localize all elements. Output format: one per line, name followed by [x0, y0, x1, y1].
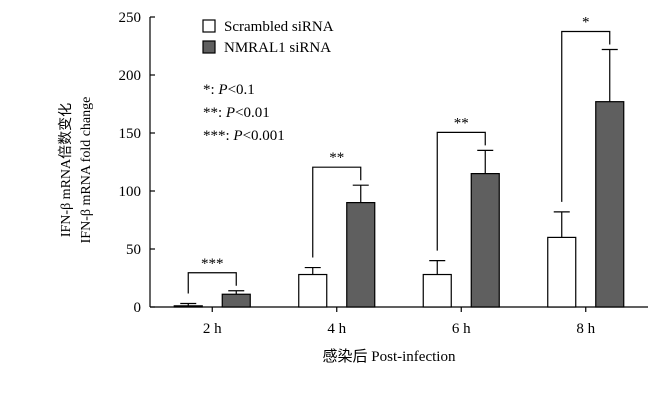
- bar-nmral1: [595, 101, 625, 308]
- legend: Scrambled siRNA NMRAL1 siRNA *: P<0.1 **: P…: [202, 19, 334, 144]
- legend-swatch: [202, 40, 216, 54]
- significance-stars: *: [582, 14, 590, 30]
- x-tick-label: 8 h: [576, 321, 595, 337]
- x-axis-label: 感染后 Post-infection: [323, 348, 456, 365]
- significance-legend-item: *: P<0.1: [203, 82, 255, 98]
- bars: [173, 48, 625, 308]
- legend-swatch: [202, 19, 216, 33]
- bar-nmral1: [221, 293, 251, 308]
- bar-scrambled: [547, 236, 577, 308]
- significance-legend-item: **: P<0.01: [203, 105, 270, 121]
- y-tick-label: 250: [119, 10, 142, 26]
- significance-stars: **: [329, 150, 344, 166]
- bar-scrambled: [298, 273, 328, 308]
- significance-bracket: [436, 131, 486, 251]
- y-tick-label: 100: [119, 184, 142, 200]
- significance-bracket: [312, 166, 362, 258]
- y-axis-label: IFN-β mRNA倍数变化: [58, 103, 74, 237]
- bar-nmral1: [470, 173, 500, 308]
- axes: 0 50 100 150 200 250 IFN-β mRNA倍数变化 IFN-β mRNA …: [58, 10, 648, 365]
- x-tick-label: 6 h: [452, 321, 471, 337]
- y-tick-label: 50: [126, 242, 141, 258]
- significance-bracket: [187, 272, 237, 294]
- x-tick-label: 2 h: [203, 321, 222, 337]
- y-tick-label: 0: [134, 300, 142, 316]
- bar-scrambled: [422, 273, 452, 308]
- bar-nmral1: [346, 202, 376, 308]
- legend-label: NMRAL1 siRNA: [224, 40, 331, 56]
- annotations: ********: [187, 14, 611, 294]
- y-tick-label: 150: [119, 126, 142, 142]
- significance-stars: ***: [201, 256, 224, 272]
- x-tick-label: 4 h: [327, 321, 346, 337]
- significance-bracket: [561, 30, 611, 202]
- legend-label: Scrambled siRNA: [224, 19, 334, 35]
- y-tick-label: 200: [119, 68, 142, 84]
- significance-legend-item: ***: P<0.001: [203, 128, 285, 144]
- y-axis-label: IFN-β mRNA fold change: [79, 97, 94, 244]
- significance-stars: **: [454, 115, 469, 131]
- bar-scrambled: [173, 305, 203, 308]
